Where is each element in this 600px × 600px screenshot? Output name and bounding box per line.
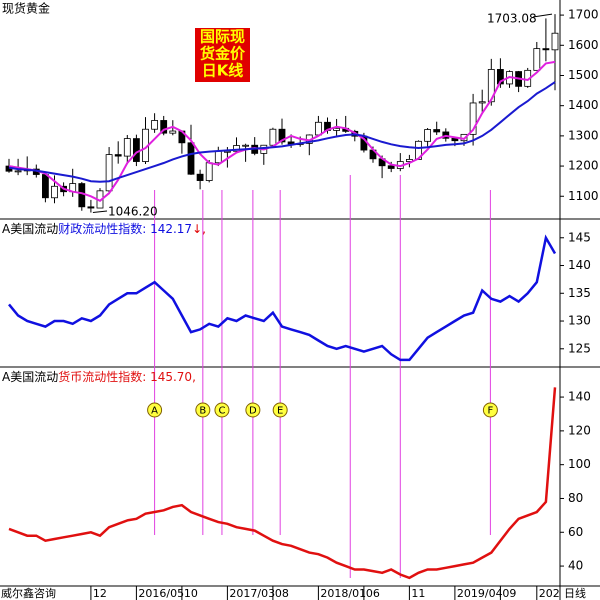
y-tick-label: 145 xyxy=(568,230,591,244)
y-tick-label: 130 xyxy=(568,314,591,328)
badge-text: 日K线 xyxy=(202,62,244,80)
badge-box xyxy=(195,28,250,82)
annotation: 1046.20 xyxy=(108,205,158,219)
pane-title-prefix: A美国流动 xyxy=(2,370,58,384)
y-tick-label: 140 xyxy=(568,390,591,404)
candle-body xyxy=(151,120,159,130)
annotation: 1703.08 xyxy=(487,12,537,26)
y-tick-label: 1700 xyxy=(568,8,599,22)
event-marker xyxy=(147,402,163,418)
y-tick-label: 40 xyxy=(568,559,583,573)
y-tick-label: 1400 xyxy=(568,98,599,112)
candle-body xyxy=(496,69,504,85)
candle-body xyxy=(196,173,204,181)
candle-body xyxy=(14,170,22,173)
candle-body xyxy=(333,127,341,131)
candle-body xyxy=(169,130,177,134)
x-tick-label: 06 xyxy=(366,587,380,600)
candle-body xyxy=(51,185,58,199)
annotation-leader xyxy=(532,13,553,18)
candle-body xyxy=(205,162,213,181)
x-tick-label: 2019/04 xyxy=(457,587,503,600)
moving-average xyxy=(8,60,556,202)
y-tick-label: 60 xyxy=(568,525,583,539)
candle-body xyxy=(214,150,222,164)
candle-body xyxy=(114,154,122,157)
pane-title-prefix: A美国流动 xyxy=(2,222,58,236)
y-tick-label: 120 xyxy=(568,423,591,437)
badge-text: 国际现 xyxy=(200,28,245,46)
event-marker xyxy=(245,402,261,418)
candle-body xyxy=(533,48,541,71)
pane-title: A美国流动财政流动性指数: 142.17↓, xyxy=(2,221,206,236)
candle-body xyxy=(105,154,113,192)
candle-body xyxy=(433,129,441,133)
x-axis-label: 日线 xyxy=(564,586,586,600)
x-tick-label: 202 xyxy=(539,587,560,600)
y-tick-label: 1500 xyxy=(568,68,599,82)
x-tick-label: 10 xyxy=(184,587,198,600)
y-tick-label: 125 xyxy=(568,341,591,355)
candle-body xyxy=(478,101,486,104)
event-marker xyxy=(272,402,288,418)
pane-title-label: 财政流动性指数: 142.17 xyxy=(58,221,192,236)
x-tick-label: 2016/05 xyxy=(138,587,184,600)
pane-title-label: 货币流动性指数: 145.70, xyxy=(58,369,196,384)
y-tick-label: 1600 xyxy=(568,38,599,52)
index-line xyxy=(8,234,557,362)
event-marker-label: C xyxy=(218,406,225,417)
candle-body xyxy=(78,183,86,208)
candle-body xyxy=(542,48,550,51)
chart-title: 现货黄金 xyxy=(2,1,50,16)
x-tick-label: 08 xyxy=(275,587,289,600)
event-marker-label: A xyxy=(151,406,158,417)
y-tick-label: 1300 xyxy=(568,128,599,142)
candle-body xyxy=(42,174,49,199)
pane-title: A美国流动货币流动性指数: 145.70, xyxy=(2,369,196,384)
event-marker-label: E xyxy=(277,406,283,417)
candle-body xyxy=(487,69,495,103)
x-tick-label: 2017/03 xyxy=(229,587,275,600)
event-marker-label: F xyxy=(488,406,494,417)
y-tick-label: 80 xyxy=(568,491,583,505)
candle-body xyxy=(87,206,95,209)
candle-body xyxy=(314,121,322,136)
source-label: 威尔鑫咨询 xyxy=(1,586,56,600)
index-line xyxy=(8,387,557,580)
annotation-leader xyxy=(92,210,108,214)
moving-average xyxy=(8,81,556,183)
y-tick-label: 1100 xyxy=(568,189,599,203)
candle-body xyxy=(132,138,140,162)
y-tick-label: 100 xyxy=(568,457,591,471)
x-tick-label: 12 xyxy=(93,587,107,600)
event-marker xyxy=(482,402,498,418)
candle-body xyxy=(387,165,395,169)
x-tick-label: 09 xyxy=(502,587,516,600)
y-tick-label: 135 xyxy=(568,286,591,300)
event-marker xyxy=(214,402,230,418)
x-tick-label: 2018/01 xyxy=(320,587,366,600)
event-marker xyxy=(195,402,211,418)
y-tick-label: 1200 xyxy=(568,159,599,173)
candle-body xyxy=(242,144,250,147)
candle-body xyxy=(424,129,432,142)
candle-body xyxy=(551,32,559,51)
candle-body xyxy=(278,128,286,143)
x-tick-label: 11 xyxy=(411,587,425,600)
badge-text: 货金价 xyxy=(200,45,246,63)
candle-body xyxy=(469,102,477,135)
event-marker-label: D xyxy=(249,406,257,417)
y-tick-label: 140 xyxy=(568,258,591,272)
pane-title-suffix: ↓, xyxy=(192,222,206,236)
candle-body xyxy=(123,138,131,157)
event-marker-label: B xyxy=(199,406,206,417)
candle-body xyxy=(233,145,240,152)
candle-body xyxy=(160,120,168,134)
candle-body xyxy=(187,142,195,175)
candle-body xyxy=(269,128,277,146)
